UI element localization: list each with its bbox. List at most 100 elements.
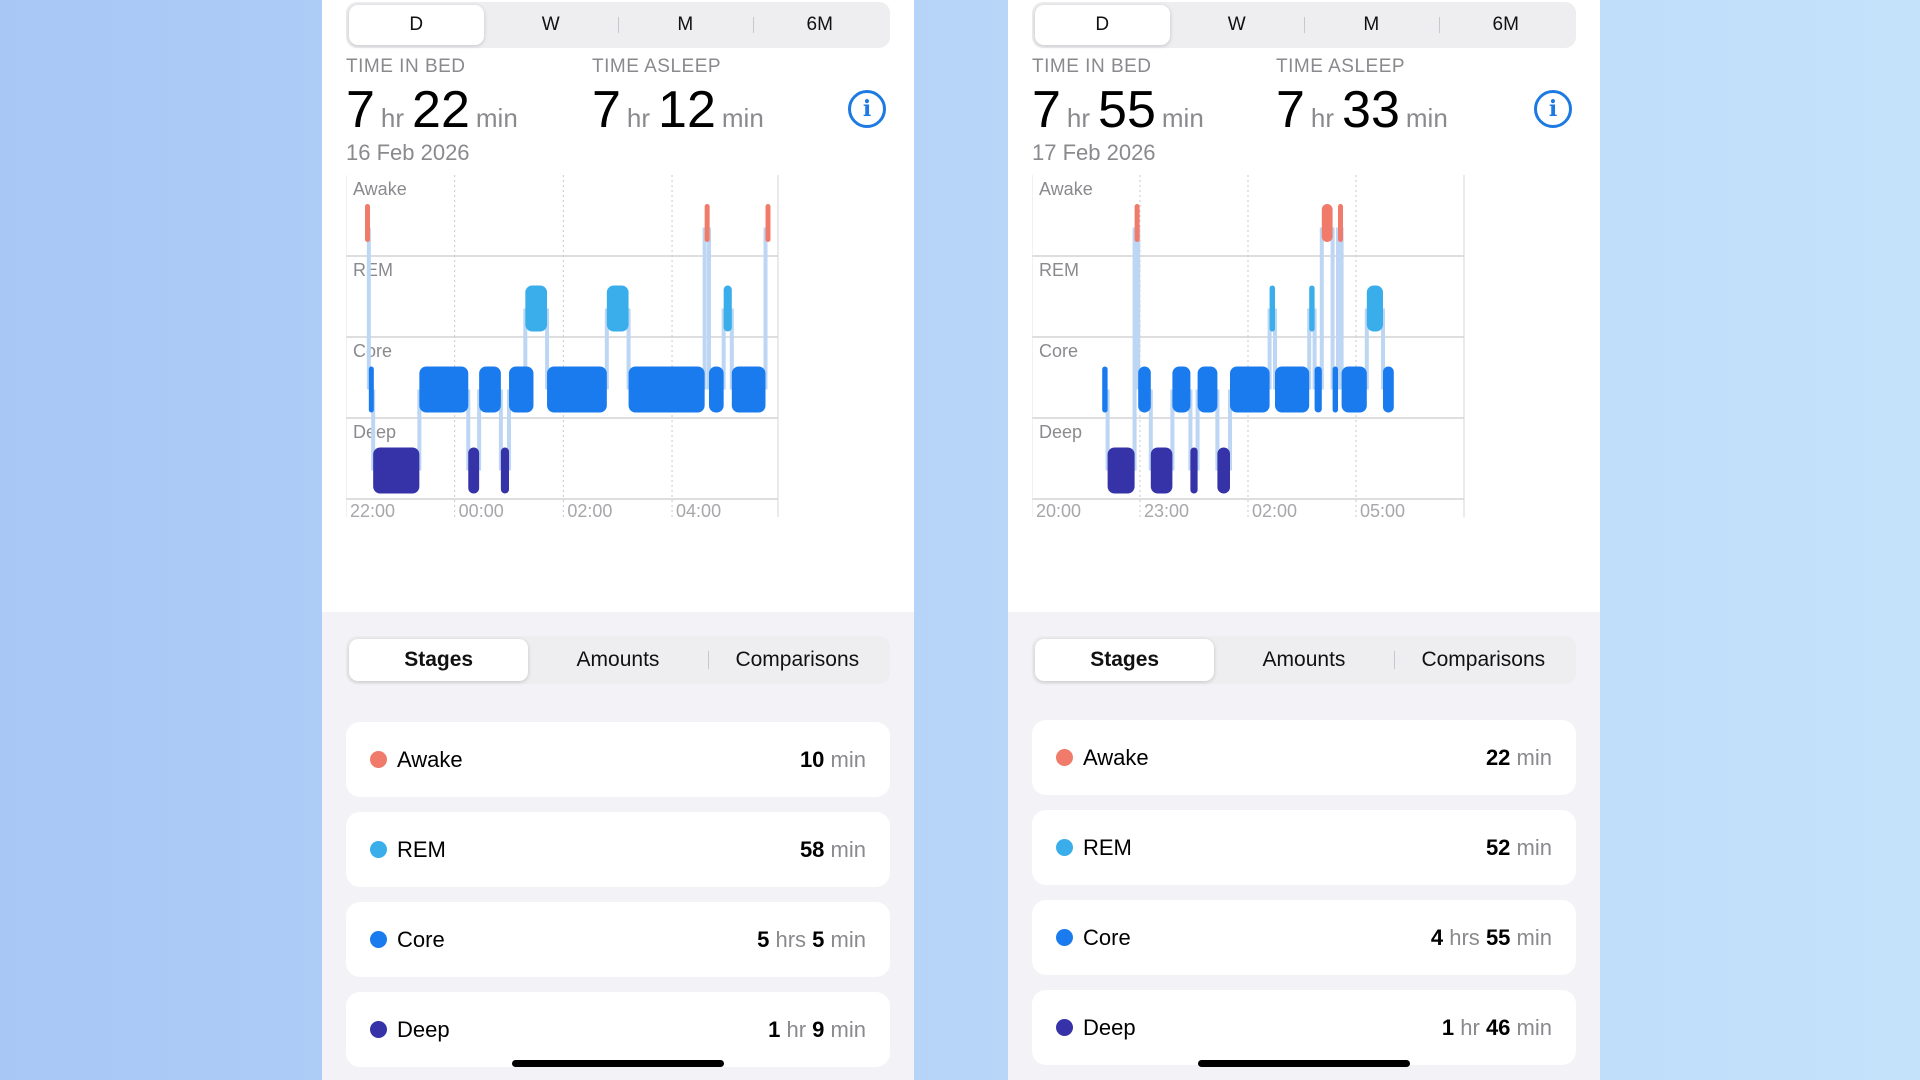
stage-duration: 4 hrs 55 min (1431, 925, 1552, 951)
sleep-segment-rem (1309, 285, 1315, 332)
stage-duration: 5 hrs 5 min (757, 927, 866, 953)
x-tick-label: 20:00 (1036, 501, 1081, 521)
duration-number: 22 (1485, 744, 1511, 770)
sleep-segment-core (479, 366, 501, 413)
duration-number: 4 (1430, 924, 1444, 950)
sleep-segment-core (1332, 366, 1338, 413)
duration-unit: min (830, 746, 866, 772)
x-tick-label: 04:00 (676, 501, 721, 521)
tab-comparisons[interactable]: Comparisons (1393, 639, 1573, 681)
tab-month[interactable]: M (1304, 5, 1439, 45)
duration-number: 1 (768, 1016, 781, 1042)
sleep-segment-rem (1269, 285, 1275, 332)
x-tick-label: 22:00 (350, 501, 395, 521)
duration-unit: hrs (775, 926, 807, 952)
stage-axis-label: REM (1039, 260, 1079, 280)
duration-number: 55 (1485, 924, 1511, 950)
tab-week[interactable]: W (1227, 14, 1246, 35)
tab-stages[interactable]: Stages (1035, 639, 1215, 681)
duration-unit: hrs (1449, 924, 1480, 950)
stage-row-rem[interactable]: REM 52 min (1032, 810, 1576, 885)
sleep-stages-chart-svg: 20:00 23:00 02:00 05:00 Awake REM Core Deep (1032, 175, 1465, 521)
hr-unit: hr (626, 103, 651, 133)
sleep-segment-awake (704, 204, 710, 242)
info-icon[interactable]: i (1534, 90, 1572, 128)
stage-row-awake[interactable]: Awake 10 min (346, 722, 890, 797)
time-in-bed-minutes: 55 (1098, 81, 1156, 139)
stage-row-core[interactable]: Core 4 hrs 55 min (1032, 900, 1576, 975)
stage-duration: 1 hr 9 min (768, 1017, 866, 1043)
rem-dot-icon (370, 841, 387, 858)
tab-day[interactable]: D (349, 5, 484, 45)
sleep-segment-core (1197, 366, 1218, 413)
info-icon[interactable]: i (848, 90, 886, 128)
core-dot-icon (1056, 929, 1073, 946)
sleep-segment-deep (1217, 447, 1230, 494)
duration-number: 10 (799, 746, 825, 772)
duration-unit: min (1516, 744, 1552, 770)
sleep-segment-awake (765, 204, 771, 242)
home-indicator[interactable] (1198, 1060, 1410, 1067)
hr-unit: hr (1066, 103, 1091, 133)
tab-6-months[interactable]: 6M (752, 5, 888, 45)
x-tick-label: 23:00 (1144, 501, 1189, 521)
detail-segmented-control: Stages Amounts Comparisons (1032, 636, 1576, 684)
sleep-segment-awake (1134, 204, 1140, 242)
stage-duration: 1 hr 46 min (1442, 1015, 1552, 1041)
sleep-segment-deep (1190, 447, 1198, 494)
tab-stages[interactable]: Stages (349, 639, 529, 681)
sleep-date: 17 Feb 2026 (1032, 140, 1156, 165)
stage-axis-label: Deep (1039, 422, 1082, 442)
time-in-bed-label: TIME IN BED (1032, 56, 1152, 77)
tab-6-months[interactable]: 6M (1438, 5, 1574, 45)
time-in-bed-minutes: 22 (412, 81, 470, 139)
min-unit: min (721, 103, 764, 133)
tab-week[interactable]: W (541, 14, 560, 35)
sleep-segment-rem (525, 285, 548, 332)
stage-duration: 10 min (800, 747, 866, 773)
duration-unit: min (830, 926, 866, 952)
duration-unit: min (1516, 924, 1552, 950)
sleep-date: 16 Feb 2026 (346, 140, 470, 165)
sleep-segment-deep (1150, 447, 1173, 494)
time-asleep-hours: 7 (592, 81, 621, 139)
x-tick-label: 02:00 (567, 501, 612, 521)
stage-row-rem[interactable]: REM 58 min (346, 812, 890, 887)
home-indicator[interactable] (512, 1060, 724, 1067)
duration-number: 58 (799, 836, 825, 862)
sleep-segment-core (1230, 366, 1270, 413)
sleep-segment-core (1172, 366, 1191, 413)
stage-row-core[interactable]: Core 5 hrs 5 min (346, 902, 890, 977)
stage-row-deep[interactable]: Deep 1 hr 46 min (1032, 990, 1576, 1065)
sleep-segment-deep (500, 447, 510, 494)
time-asleep-label: TIME ASLEEP (592, 56, 722, 77)
duration-unit: min (1516, 1014, 1552, 1040)
duration-number: 5 (757, 926, 770, 952)
stage-duration: 58 min (800, 837, 866, 863)
sleep-segment-core (708, 366, 724, 413)
sleep-segment-core (628, 366, 705, 413)
stage-axis-label: Awake (1039, 179, 1093, 199)
sleep-screen-left: D W M 6M TIME IN BED 7 hr 22 min TIME AS… (322, 0, 914, 1080)
duration-unit: min (830, 836, 866, 862)
tab-amounts[interactable]: Amounts (576, 648, 660, 671)
tab-month[interactable]: M (618, 5, 753, 45)
sleep-segment-core (1314, 366, 1322, 413)
stage-name: Awake (1083, 744, 1149, 770)
stage-axis-label: Core (1039, 341, 1078, 361)
sleep-segment-rem (606, 285, 629, 332)
tab-day[interactable]: D (1035, 5, 1170, 45)
tab-comparisons[interactable]: Comparisons (707, 639, 887, 681)
sleep-segment-core (1275, 366, 1310, 413)
x-tick-label: 00:00 (459, 501, 504, 521)
stage-row-awake[interactable]: Awake 22 min (1032, 720, 1576, 795)
tab-amounts[interactable]: Amounts (1262, 648, 1346, 671)
sleep-segment-rem (723, 285, 732, 332)
duration-number: 52 (1485, 834, 1511, 860)
stage-name: Deep (397, 1016, 450, 1042)
stage-row-deep[interactable]: Deep 1 hr 9 min (346, 992, 890, 1067)
sleep-segment-awake (1338, 204, 1343, 242)
stage-axis-label: Awake (353, 179, 407, 199)
duration-number: 1 (1441, 1014, 1455, 1040)
